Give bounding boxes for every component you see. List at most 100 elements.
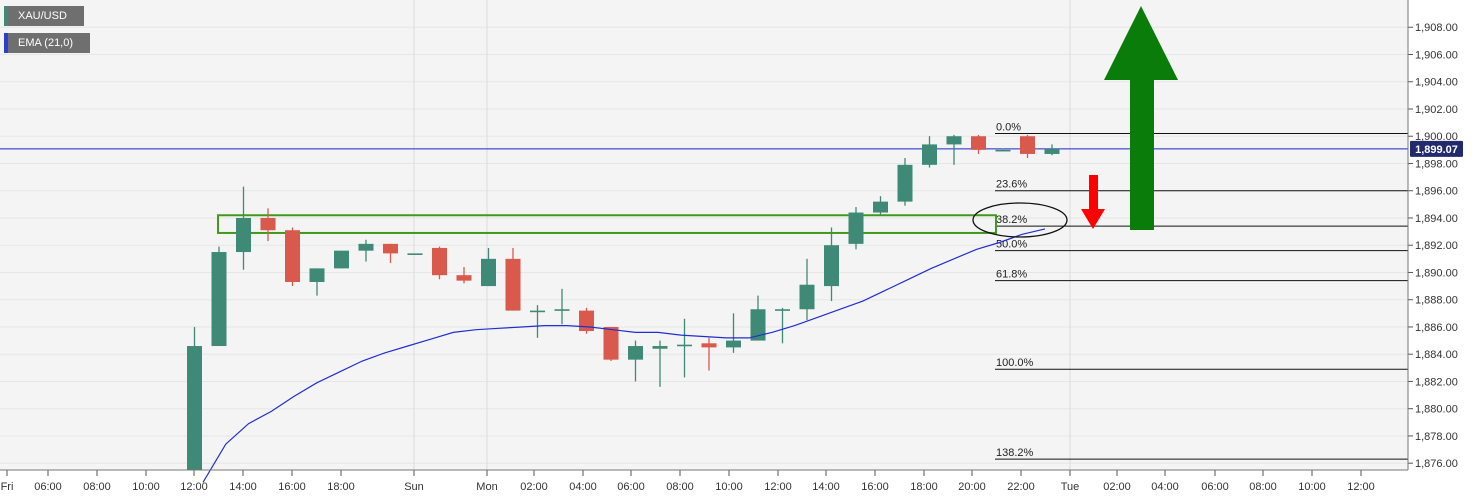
legend-item-ema: EMA (21,0) xyxy=(4,33,90,53)
price-tag-label: 1,899.07 xyxy=(1415,144,1458,156)
candle-body xyxy=(603,326,619,360)
candle xyxy=(824,227,839,302)
candle xyxy=(383,243,398,263)
x-tick-label: 12:00 xyxy=(180,481,208,493)
resistance-zone-box xyxy=(217,214,997,234)
y-tick-label: 1,890.00 xyxy=(1415,267,1458,279)
candle xyxy=(726,313,741,353)
candle xyxy=(701,337,717,371)
x-tick-label: Fri xyxy=(1,481,14,493)
candle-body xyxy=(358,243,374,251)
candle xyxy=(358,239,374,262)
candle xyxy=(1044,144,1060,156)
candle xyxy=(922,136,937,168)
down-arrow xyxy=(1081,175,1105,229)
x-tick-label: 16:00 xyxy=(278,481,306,493)
y-tick-label: 1,878.00 xyxy=(1415,431,1458,443)
candle-body xyxy=(652,346,668,349)
grid xyxy=(0,0,1408,470)
legend-item-xauusd: XAU/USD xyxy=(4,6,84,26)
candle-body xyxy=(530,310,545,313)
candle xyxy=(432,246,447,280)
candle xyxy=(456,267,472,284)
up-arrow xyxy=(1104,6,1178,230)
candle-body xyxy=(750,309,766,341)
candle-body xyxy=(554,309,570,311)
y-tick-label: 1,882.00 xyxy=(1415,376,1458,388)
y-tick-label: 1,908.00 xyxy=(1415,22,1458,34)
candle xyxy=(407,253,423,255)
candle-body xyxy=(726,340,741,348)
candle-body xyxy=(677,344,692,347)
y-tick-label: 1,892.00 xyxy=(1415,240,1458,252)
fib-382-ellipse xyxy=(972,202,1068,238)
candle-body xyxy=(211,252,227,347)
candle-body xyxy=(309,268,325,282)
candle-body xyxy=(799,284,815,310)
candle xyxy=(628,340,643,382)
candle xyxy=(334,250,349,269)
fib-level-label: 100.0% xyxy=(996,357,1034,369)
fib-level-label: 61.8% xyxy=(996,269,1027,281)
fib-level-label: 0.0% xyxy=(996,122,1021,134)
x-tick-label: 02:00 xyxy=(520,481,548,493)
candle xyxy=(285,227,300,287)
ema-line xyxy=(202,228,1046,483)
candle xyxy=(848,207,864,250)
x-tick-label: 04:00 xyxy=(1151,481,1179,493)
candle-body xyxy=(456,275,472,281)
candle-body xyxy=(873,201,888,213)
x-tick-label: 06:00 xyxy=(617,481,645,493)
candle xyxy=(554,288,570,325)
candle-body xyxy=(628,346,643,360)
x-tick-label: 14:00 xyxy=(812,481,840,493)
fib-level-label: 50.0% xyxy=(996,239,1027,251)
candle xyxy=(652,340,668,387)
candle-body xyxy=(1044,148,1060,154)
candle xyxy=(1020,134,1035,159)
x-tick-label: 16:00 xyxy=(861,481,889,493)
candle-body xyxy=(579,310,594,332)
legend-swatch-xauusd xyxy=(4,6,8,26)
candle xyxy=(775,307,790,344)
candle-body xyxy=(236,217,251,253)
price-tag-box xyxy=(1410,140,1463,157)
legend-label-ema: EMA (21,0) xyxy=(18,37,74,49)
candle xyxy=(971,134,986,154)
resistance-zone xyxy=(217,214,997,234)
candle-body xyxy=(995,149,1011,152)
x-tick-label: 12:00 xyxy=(1347,481,1375,493)
x-tick-label: 06:00 xyxy=(1201,481,1229,493)
x-tick-label: Mon xyxy=(476,481,497,493)
candle-body xyxy=(383,243,398,254)
y-tick-label: 1,896.00 xyxy=(1415,186,1458,198)
fib-level-label: 138.2% xyxy=(996,447,1034,459)
legend-swatch-ema xyxy=(4,33,8,53)
y-tick-label: 1,898.00 xyxy=(1415,158,1458,170)
candle xyxy=(579,307,594,334)
candle xyxy=(530,305,545,338)
candle-body xyxy=(922,144,937,165)
candle-body xyxy=(407,253,423,255)
legend-label-xauusd: XAU/USD xyxy=(18,10,67,22)
candle xyxy=(505,247,521,311)
x-tick-label: Tue xyxy=(1061,481,1080,493)
x-tick-label: 14:00 xyxy=(229,481,257,493)
y-tick-label: 1,902.00 xyxy=(1415,104,1458,116)
x-tick-label: 04:00 xyxy=(569,481,597,493)
candle-body xyxy=(481,258,496,287)
candle-body xyxy=(505,258,521,311)
y-tick-label: 1,904.00 xyxy=(1415,77,1458,89)
y-tick-label: 1,886.00 xyxy=(1415,322,1458,334)
candle-body xyxy=(432,247,447,276)
y-tick-label: 1,888.00 xyxy=(1415,295,1458,307)
candle-body xyxy=(260,217,276,231)
annotations xyxy=(972,6,1178,238)
x-tick-label: 06:00 xyxy=(34,481,62,493)
candle xyxy=(481,247,496,287)
y-tick-label: 1,906.00 xyxy=(1415,49,1458,61)
candle xyxy=(677,318,692,378)
x-tick-label: 10:00 xyxy=(132,481,160,493)
candle-body xyxy=(897,164,913,202)
